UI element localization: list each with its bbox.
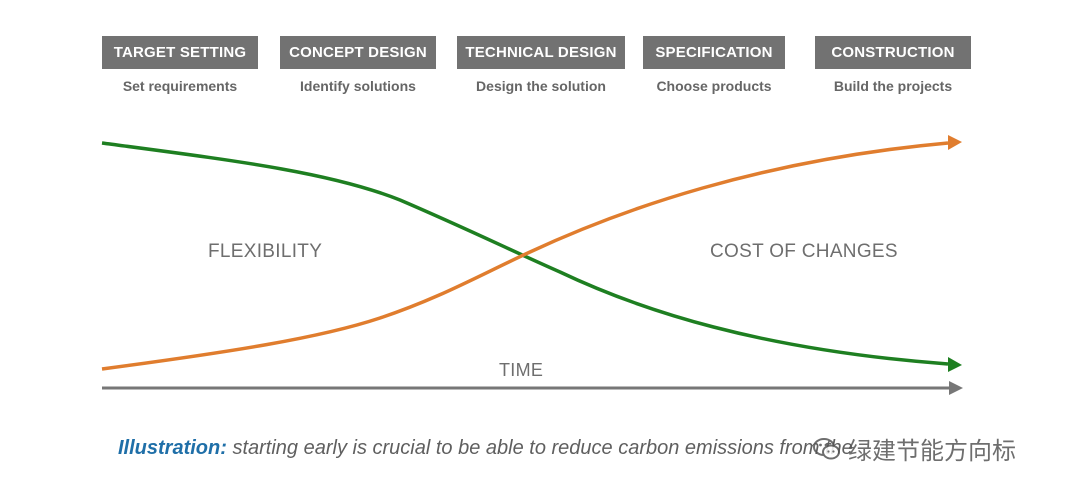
phase-concept-design: CONCEPT DESIGN Identify solutions [280, 36, 436, 94]
phase-subtitle: Identify solutions [300, 78, 416, 94]
flexibility-label: FLEXIBILITY [208, 241, 323, 262]
phase-title: TARGET SETTING [102, 36, 258, 69]
time-axis-arrowhead [949, 381, 963, 395]
phase-subtitle: Build the projects [833, 78, 953, 94]
caption-text: starting early is crucial to be able to … [232, 437, 853, 459]
cost-of-changes-label: COST OF CHANGES [710, 241, 898, 262]
phase-subtitle: Choose products [656, 78, 772, 94]
phase-construction: CONSTRUCTION Build the projects [815, 36, 971, 94]
watermark-text: 绿建节能方向标 [848, 438, 1016, 465]
phase-title: TECHNICAL DESIGN [457, 36, 625, 69]
phase-title: CONSTRUCTION [815, 36, 971, 69]
flexibility-curve [101, 141, 949, 366]
phase-subtitle: Set requirements [122, 78, 238, 94]
cost-arrowhead [948, 135, 962, 150]
caption-lead: Illustration: [118, 437, 227, 459]
phase-technical-design: TECHNICAL DESIGN Design the solution [457, 36, 625, 94]
time-label: TIME [499, 360, 544, 380]
phase-subtitle: Design the solution [476, 78, 606, 94]
flexibility-arrowhead [948, 357, 962, 372]
phase-title: SPECIFICATION [643, 36, 785, 69]
caption: Illustration: starting early is crucial … [118, 437, 853, 460]
phase-target-setting: TARGET SETTING Set requirements [102, 36, 258, 94]
phase-specification: SPECIFICATION Choose products [643, 36, 785, 94]
wechat-icon [813, 437, 840, 459]
watermark: 绿建节能方向标 [812, 431, 1016, 466]
cost-curve [101, 141, 949, 371]
phase-title: CONCEPT DESIGN [280, 36, 436, 69]
